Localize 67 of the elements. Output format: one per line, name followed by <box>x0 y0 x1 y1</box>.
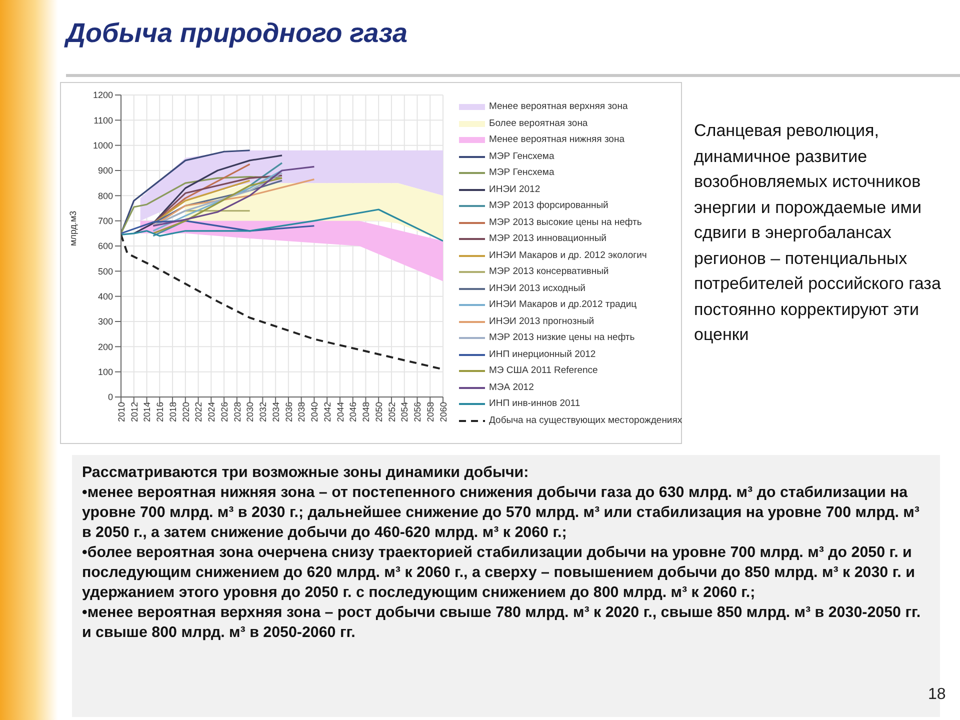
legend-label: МЭР 2013 форсированный <box>489 199 608 213</box>
y-tick-label: 1000 <box>92 140 113 151</box>
y-tick-label: 700 <box>98 216 113 226</box>
y-tick-label: 1100 <box>94 115 113 126</box>
x-tick-label: 2036 <box>284 402 294 422</box>
y-tick-label: 1200 <box>92 90 113 100</box>
legend-label: Более вероятная зона <box>489 116 588 130</box>
x-tick-label: 2056 <box>412 402 423 422</box>
legend-label: ИНЭИ Макаров и др. 2012 экологич <box>489 248 647 262</box>
x-tick-label: 2028 <box>232 402 242 422</box>
legend-label: ИНЭИ 2012 <box>489 182 540 196</box>
x-tick-label: 2018 <box>168 402 178 422</box>
legend-label: Менее вероятная верхняя зона <box>489 100 628 114</box>
legend-label: МЭР Генсхема <box>489 166 554 180</box>
y-tick-label: 100 <box>98 367 113 378</box>
x-tick-label: 2054 <box>400 402 410 422</box>
legend-label: МЭР 2013 консервативный <box>489 265 609 279</box>
legend-label: ИНЭИ Макаров и др.2012 традиц <box>489 298 637 312</box>
legend-label: МЭА 2012 <box>489 380 534 394</box>
x-tick-label: 2034 <box>270 402 281 422</box>
x-tick-label: 2044 <box>335 402 346 422</box>
x-tick-label: 2032 <box>258 402 268 422</box>
y-tick-label: 500 <box>98 266 113 276</box>
x-tick-label: 2042 <box>322 402 332 422</box>
legend-label: МЭР 2013 высокие цены на нефть <box>489 216 642 230</box>
y-tick-label: 900 <box>98 166 113 176</box>
legend-label: Добыча на существующих месторождениях <box>489 414 682 428</box>
x-tick-label: 2014 <box>142 402 152 422</box>
x-tick-label: 2010 <box>116 402 126 422</box>
x-tick-label: 2040 <box>310 402 320 422</box>
x-tick-label: 2038 <box>296 402 307 422</box>
x-tick-label: 2020 <box>180 402 191 422</box>
text: •менее вероятная верхняя зона – рост добычи свыше 780 млрд. м³ к 2020 г., свыше 850 млрд. м³ в 2030-2050 гг. и свыше 800 млрд. м³ в 2050-2060 гг. <box>82 603 922 643</box>
x-tick-label: 2050 <box>374 402 384 422</box>
legend-label: МЭР 2013 низкие цены на нефть <box>489 331 635 345</box>
y-tick-label: 800 <box>98 190 113 201</box>
text: •более вероятная зона очерчена снизу траекторией стабилизации добычи на уровне 700 млрд. м³ до 2050 г. и последующим снижением до 620 млрд. м³ к 2060 г., а сверху – повышением добычи до 850 млрд. м³ к 2030 г. и удержанием этого уровня до 2050 г. с последующим снижением до 800 млрд. м³ к 2060 г.; <box>82 543 916 603</box>
x-tick-label: 2022 <box>194 402 204 422</box>
x-tick-label: 2060 <box>438 402 448 422</box>
x-tick-label: 2048 <box>361 402 372 422</box>
legend-label: МЭ США 2011 Reference <box>489 364 598 378</box>
legend-label: ИНЭИ 2013 прогнозный <box>489 314 594 328</box>
x-tick-label: 2052 <box>386 402 397 422</box>
y-tick-label: 600 <box>98 241 113 252</box>
x-tick-label: 2026 <box>219 402 230 422</box>
y-axis-title: млрд.м3 <box>68 210 78 246</box>
x-tick-label: 2024 <box>206 402 217 422</box>
y-tick-label: 400 <box>98 292 113 302</box>
text: 18 <box>928 686 946 704</box>
x-tick-label: 2030 <box>245 402 256 422</box>
legend-label: Менее вероятная нижняя зона <box>489 133 625 147</box>
x-tick-label: 2046 <box>348 402 358 422</box>
legend-label: МЭР 2013 инновационный <box>489 232 606 246</box>
y-tick-label: 200 <box>98 342 113 352</box>
chart-title: Добыча природного газа <box>66 18 408 49</box>
text: Сланцевая революция, динамичное развитие возобновляемых источников энергии и порождаемые ими сдвиги в энергобалансах регионов – потенциальных потребителей российского газа постоянно корректируют эти оценки <box>694 121 941 344</box>
y-tick-label: 300 <box>98 316 113 327</box>
text: Рассматриваются три возможные зоны динамики добычи: <box>82 463 530 483</box>
legend-label: ИНЭИ 2013 исходный <box>489 282 586 296</box>
x-tick-label: 2016 <box>155 402 166 422</box>
legend-label: ИНП инв-иннов 2011 <box>489 397 580 411</box>
x-tick-label: 2012 <box>129 402 140 422</box>
text: •менее вероятная нижняя зона – от постепенного снижения добычи газа до 630 млрд. м³ до стабилизации на уровне 700 млрд. м³ в 2030 г.; дальнейшее снижение до 570 млрд. м³ или стабилизация на уровне 700 млрд. м³ в 2050 г., а затем снижение добычи до 460-620 млрд. м³ к 2060 г.; <box>82 483 920 543</box>
x-tick-label: 2058 <box>426 402 436 422</box>
y-tick-label: 0 <box>108 392 113 402</box>
legend-label: МЭР Генсхема <box>489 150 554 164</box>
legend-label: ИНП инерционный 2012 <box>489 348 596 362</box>
